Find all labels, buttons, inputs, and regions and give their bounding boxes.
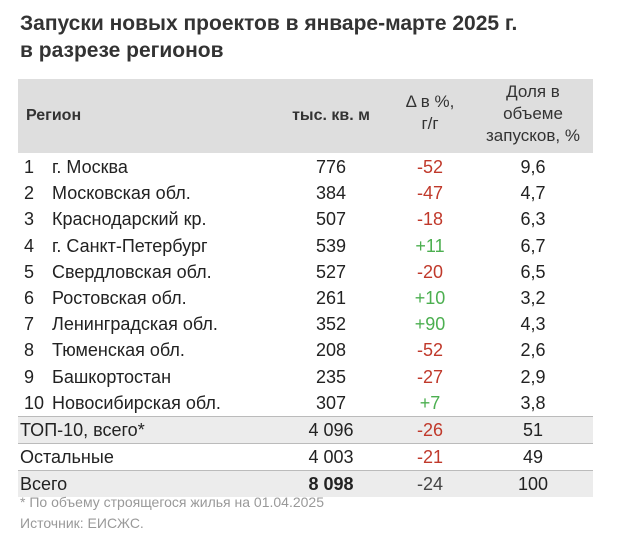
header-share: Доля в объеме запусков, % <box>473 81 593 147</box>
area-value: 527 <box>315 261 347 282</box>
row-number: 1 <box>24 157 35 177</box>
share-value: 2,6 <box>520 340 546 361</box>
region-name: Ростовская обл. <box>52 287 187 308</box>
table-row: 8 Тюменская обл. 208 -52 2,6 <box>18 337 593 363</box>
page-title: Запуски новых проектов в январе-марте 20… <box>20 10 610 64</box>
share-value: 51 <box>522 419 544 440</box>
share-value: 6,5 <box>520 261 546 282</box>
delta-value: +90 <box>414 314 446 335</box>
row-number: 8 <box>24 340 35 361</box>
region-name: Тюменская обл. <box>52 340 185 361</box>
row-number: 7 <box>24 314 35 335</box>
share-value: 9,6 <box>520 157 546 177</box>
area-value: 539 <box>315 235 347 256</box>
area-value: 261 <box>315 287 347 308</box>
total-row-top10: ТОП-10, всего* 4 096 -26 51 <box>18 415 593 444</box>
area-value: 8 098 <box>308 474 354 495</box>
header-share-line-2: объеме <box>503 104 563 123</box>
total-row-all: Всего 8 098 -24 100 <box>18 470 593 498</box>
region-name: Ленинградская обл. <box>52 314 218 335</box>
table-row: 2 Московская обл. 384 -47 4,7 <box>18 180 593 206</box>
table-row: 5 Свердловская обл. 527 -20 6,5 <box>18 259 593 285</box>
header-delta: Δ в %, г/г <box>390 91 470 135</box>
share-value: 49 <box>522 447 544 468</box>
header-region: Регион <box>26 107 82 124</box>
share-value: 3,2 <box>520 287 546 308</box>
row-number: 2 <box>24 183 35 204</box>
area-value: 776 <box>315 157 347 177</box>
table-row: 4 г. Санкт-Петербург 539 +11 6,7 <box>18 233 593 259</box>
table-row: 3 Краснодарский кр. 507 -18 6,3 <box>18 206 593 232</box>
delta-value: +11 <box>415 235 445 256</box>
header-share-line-1: Доля в <box>506 82 560 101</box>
share-value: 4,7 <box>520 183 546 204</box>
source-note: Источник: ЕИСЖС. <box>20 515 144 531</box>
region-name: г. Санкт-Петербург <box>52 235 208 256</box>
row-number: 5 <box>24 261 35 282</box>
delta-value: -52 <box>416 340 443 361</box>
region-name: Башкортостан <box>52 366 172 387</box>
total-label: Всего <box>20 474 68 495</box>
table-row: 7 Ленинградская обл. 352 +90 4,3 <box>18 311 593 337</box>
row-number: 4 <box>24 235 35 256</box>
delta-value: +7 <box>419 392 441 413</box>
area-value: 235 <box>315 366 347 387</box>
table-header: Регион тыс. кв. м Δ в %, г/г Доля в объе… <box>18 79 593 153</box>
header-area: тыс. кв. м <box>292 107 370 124</box>
footnote: * По объему строящегося жилья на 01.04.2… <box>20 494 324 510</box>
share-value: 6,7 <box>520 235 546 256</box>
delta-value: -26 <box>416 419 443 440</box>
region-name: Новосибирская обл. <box>52 392 221 413</box>
share-value: 3,8 <box>520 392 546 413</box>
total-label: Остальные <box>20 447 114 468</box>
table-row: 6 Ростовская обл. 261 +10 3,2 <box>18 285 593 311</box>
share-value: 100 <box>517 474 549 495</box>
table-row: 10 Новосибирская обл. 307 +7 3,8 <box>18 390 593 416</box>
header-share-line-3: запусков, % <box>486 126 580 145</box>
area-value: 4 096 <box>308 419 354 440</box>
share-value: 6,3 <box>520 209 546 230</box>
area-value: 507 <box>315 209 347 230</box>
share-value: 2,9 <box>520 366 546 387</box>
delta-value: -47 <box>416 183 443 204</box>
row-number: 6 <box>24 287 35 308</box>
area-value: 384 <box>315 183 347 204</box>
row-number: 10 <box>24 392 45 413</box>
area-value: 208 <box>315 340 347 361</box>
area-value: 4 003 <box>308 447 354 468</box>
total-label: ТОП-10, всего* <box>20 419 145 440</box>
delta-value: -24 <box>416 474 443 495</box>
region-name: Свердловская обл. <box>52 261 212 282</box>
title-line-2: в разрезе регионов <box>20 39 224 62</box>
row-number: 3 <box>24 209 35 230</box>
delta-value: -21 <box>416 447 443 468</box>
delta-value: +10 <box>414 287 446 308</box>
table-body: 1 г. Москва 776 -52 9,6 2 Московская обл… <box>18 153 593 498</box>
row-number: 9 <box>24 366 35 387</box>
share-value: 4,3 <box>520 314 546 335</box>
total-row-others: Остальные 4 003 -21 49 <box>18 443 593 470</box>
region-name: Московская обл. <box>52 183 191 204</box>
delta-value: -52 <box>416 157 443 177</box>
table-row: 1 г. Москва 776 -52 9,6 <box>18 154 593 180</box>
area-value: 352 <box>315 314 347 335</box>
title-line-1: Запуски новых проектов в январе-марте 20… <box>20 12 518 35</box>
header-delta-line-1: Δ в %, <box>405 92 455 111</box>
region-name: Краснодарский кр. <box>52 209 207 230</box>
table-row: 9 Башкортостан 235 -27 2,9 <box>18 364 593 390</box>
delta-value: -27 <box>416 366 443 387</box>
region-name: г. Москва <box>52 157 128 177</box>
delta-value: -18 <box>416 209 443 230</box>
regions-table: Регион тыс. кв. м Δ в %, г/г Доля в объе… <box>18 79 593 498</box>
area-value: 307 <box>315 392 347 413</box>
delta-value: -20 <box>416 261 443 282</box>
header-delta-line-2: г/г <box>421 114 439 133</box>
